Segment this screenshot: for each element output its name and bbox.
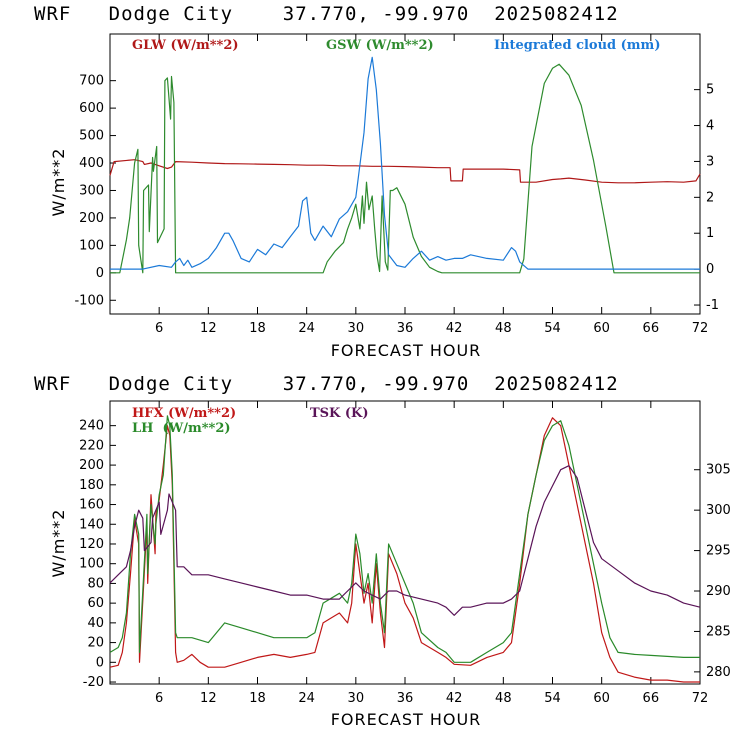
chart-panel-top: WRF Dodge City 37.770, -99.970 202508241…: [34, 3, 719, 360]
y2-tick-label: 4: [706, 119, 714, 134]
x-tick-label: 30: [348, 321, 365, 336]
y-tick-label: 160: [79, 498, 104, 513]
y2-tick-label: 285: [706, 624, 731, 639]
legend-hfx: HFX (W/m**2): [132, 406, 236, 421]
series-line-glw: [109, 159, 701, 184]
y-tick-label: 140: [79, 517, 104, 532]
series-group: [109, 56, 701, 274]
x-tick-label: 72: [692, 691, 709, 706]
y2-tick-label: 0: [706, 262, 714, 277]
y-tick-label: 0: [96, 655, 104, 670]
x-tick-label: 72: [692, 321, 709, 336]
x-tick-label: 42: [446, 691, 463, 706]
x-tick-label: 66: [643, 321, 660, 336]
y-tick-label: 20: [87, 636, 104, 651]
series-line-tsk: [109, 465, 701, 616]
x-tick-label: 12: [200, 321, 217, 336]
y-tick-label: 300: [79, 183, 104, 198]
series-line-lh: [109, 415, 700, 663]
y2-tick-label: 5: [706, 83, 714, 98]
y-tick-label: 700: [79, 74, 104, 89]
plot-frame: [109, 33, 701, 315]
y2-tick-label: -1: [706, 298, 719, 313]
x-tick-label: 36: [397, 691, 414, 706]
y-tick-label: 40: [87, 616, 104, 631]
y2-axis-ticks: -1 0 1 2 3 4 5: [694, 83, 719, 313]
x-tick-label: 6: [155, 691, 163, 706]
y-tick-label: 500: [79, 129, 104, 144]
y2-tick-label: 290: [706, 584, 731, 599]
x-axis-label: FORECAST HOUR: [331, 710, 482, 729]
x-tick-label: 66: [643, 691, 660, 706]
y2-tick-label: 3: [706, 154, 714, 169]
legend-lh: LH (W/m**2): [132, 421, 231, 436]
y2-tick-label: 300: [706, 503, 731, 518]
series-line-gsw: [110, 63, 700, 274]
series-line-integrated: [110, 56, 700, 270]
legend-cloud: Integrated cloud (mm): [494, 38, 660, 53]
chart-panel-bottom: WRF Dodge City 37.770, -99.970 202508241…: [34, 373, 731, 729]
y-tick-label: 60: [87, 596, 104, 611]
x-tick-label: 48: [495, 691, 512, 706]
x-tick-label: 24: [298, 691, 315, 706]
y-tick-label: 0: [96, 266, 104, 281]
y-tick-label: 200: [79, 211, 104, 226]
y2-tick-label: 1: [706, 226, 714, 241]
y2-tick-label: 295: [706, 544, 731, 559]
y-tick-label: 80: [87, 576, 104, 591]
y-tick-label: 180: [79, 478, 104, 493]
x-axis-ticks: 6 12 18 24 30 36 42 48 54 60 66 72: [155, 34, 708, 336]
x-axis-label: FORECAST HOUR: [331, 341, 482, 360]
x-tick-label: 6: [155, 321, 163, 336]
x-tick-label: 54: [544, 691, 561, 706]
x-tick-label: 60: [593, 691, 610, 706]
chart-title: WRF Dodge City 37.770, -99.970 202508241…: [34, 373, 619, 395]
x-tick-label: 12: [200, 691, 217, 706]
x-tick-label: 18: [249, 691, 266, 706]
x-tick-label: 60: [593, 321, 610, 336]
series-line-hfx: [109, 417, 700, 683]
y-tick-label: -100: [74, 293, 104, 308]
x-tick-label: 18: [249, 321, 266, 336]
x-tick-label: 36: [397, 321, 414, 336]
y2-axis-ticks: 280 285 290 295 300 305: [694, 463, 731, 680]
y-tick-label: 120: [79, 537, 104, 552]
y-axis-ticks: -20 0 20 40 60 80 100 120 140 160 180 200 220 240: [79, 419, 116, 690]
y-tick-label: 600: [79, 101, 104, 116]
y-tick-label: 100: [79, 238, 104, 253]
x-tick-label: 54: [544, 321, 561, 336]
y-axis-label: W/m**2: [49, 509, 68, 578]
y-tick-label: 220: [79, 438, 104, 453]
y2-tick-label: 280: [706, 665, 731, 680]
y-axis-label: W/m**2: [49, 148, 68, 217]
x-tick-label: 24: [298, 321, 315, 336]
y-tick-label: 100: [79, 557, 104, 572]
x-axis-ticks: 6 12 18 24 30 36 42 48 54 60 66 72: [155, 401, 708, 706]
legend-tsk: TSK (K): [310, 406, 369, 421]
series-group: [109, 415, 701, 683]
y2-tick-label: 2: [706, 190, 714, 205]
y-tick-label: 400: [79, 156, 104, 171]
x-tick-label: 30: [348, 691, 365, 706]
y-tick-label: -20: [83, 675, 104, 690]
y-tick-label: 240: [79, 419, 104, 434]
x-tick-label: 42: [446, 321, 463, 336]
legend-glw: GLW (W/m**2): [132, 38, 239, 53]
y2-tick-label: 305: [706, 463, 731, 478]
y-tick-label: 200: [79, 458, 104, 473]
chart-title: WRF Dodge City 37.770, -99.970 202508241…: [34, 3, 619, 25]
x-tick-label: 48: [495, 321, 512, 336]
y-axis-ticks: -100 0 100 200 300 400 500 600 700: [74, 74, 116, 308]
legend-gsw: GSW (W/m**2): [326, 38, 434, 53]
